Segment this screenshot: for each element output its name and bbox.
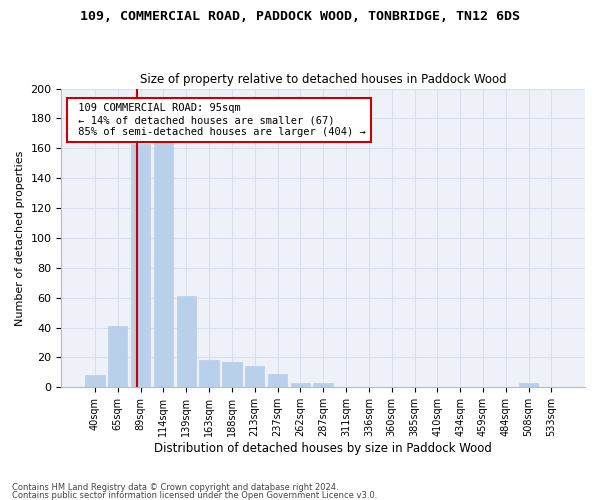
Text: Contains public sector information licensed under the Open Government Licence v3: Contains public sector information licen… xyxy=(12,491,377,500)
Bar xyxy=(131,144,150,388)
X-axis label: Distribution of detached houses by size in Paddock Wood: Distribution of detached houses by size … xyxy=(154,442,492,455)
Text: Contains HM Land Registry data © Crown copyright and database right 2024.: Contains HM Land Registry data © Crown c… xyxy=(12,484,338,492)
Bar xyxy=(222,362,242,388)
Bar xyxy=(519,383,538,388)
Bar xyxy=(290,383,310,388)
Text: 109 COMMERCIAL ROAD: 95sqm
 ← 14% of detached houses are smaller (67)
 85% of se: 109 COMMERCIAL ROAD: 95sqm ← 14% of deta… xyxy=(72,104,365,136)
Bar xyxy=(176,296,196,388)
Text: 109, COMMERCIAL ROAD, PADDOCK WOOD, TONBRIDGE, TN12 6DS: 109, COMMERCIAL ROAD, PADDOCK WOOD, TONB… xyxy=(80,10,520,23)
Bar xyxy=(85,376,104,388)
Bar xyxy=(154,141,173,388)
Bar xyxy=(199,360,219,388)
Bar xyxy=(313,383,333,388)
Title: Size of property relative to detached houses in Paddock Wood: Size of property relative to detached ho… xyxy=(140,73,506,86)
Bar xyxy=(108,326,127,388)
Bar xyxy=(245,366,265,388)
Y-axis label: Number of detached properties: Number of detached properties xyxy=(15,150,25,326)
Bar xyxy=(268,374,287,388)
